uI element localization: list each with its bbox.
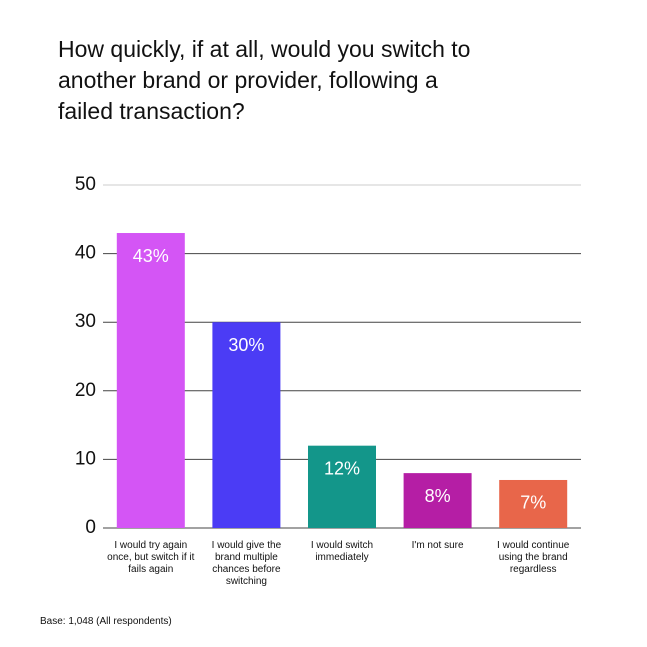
bar	[116, 233, 185, 528]
y-tick-label: 30	[75, 311, 96, 332]
y-tick-label: 50	[75, 174, 96, 195]
value-label: 12%	[324, 458, 360, 478]
x-tick-label: I would try again once, but switch if it…	[107, 540, 195, 575]
value-label: 7%	[520, 493, 546, 513]
value-label: 43%	[133, 246, 169, 266]
x-tick-label: I would give the brand multiple chances …	[211, 540, 282, 587]
value-label: 30%	[228, 335, 264, 355]
y-tick-label: 40	[75, 243, 96, 264]
y-tick-label: 10	[75, 448, 96, 469]
value-label: 8%	[425, 486, 451, 506]
chart-title: How quickly, if at all, would you switch…	[58, 36, 471, 124]
bar	[212, 322, 281, 528]
x-tick-label: I would switch immediately	[310, 540, 374, 563]
bar	[308, 445, 376, 528]
y-tick-label: 20	[75, 380, 96, 401]
x-tick-label: I would continue using the brand regardl…	[497, 540, 570, 575]
x-tick-label: I'm not sure	[411, 540, 464, 551]
footnote: Base: 1,048 (All respondents)	[40, 616, 172, 627]
y-tick-label: 0	[85, 517, 96, 538]
bar	[499, 479, 568, 528]
bar	[403, 473, 472, 528]
